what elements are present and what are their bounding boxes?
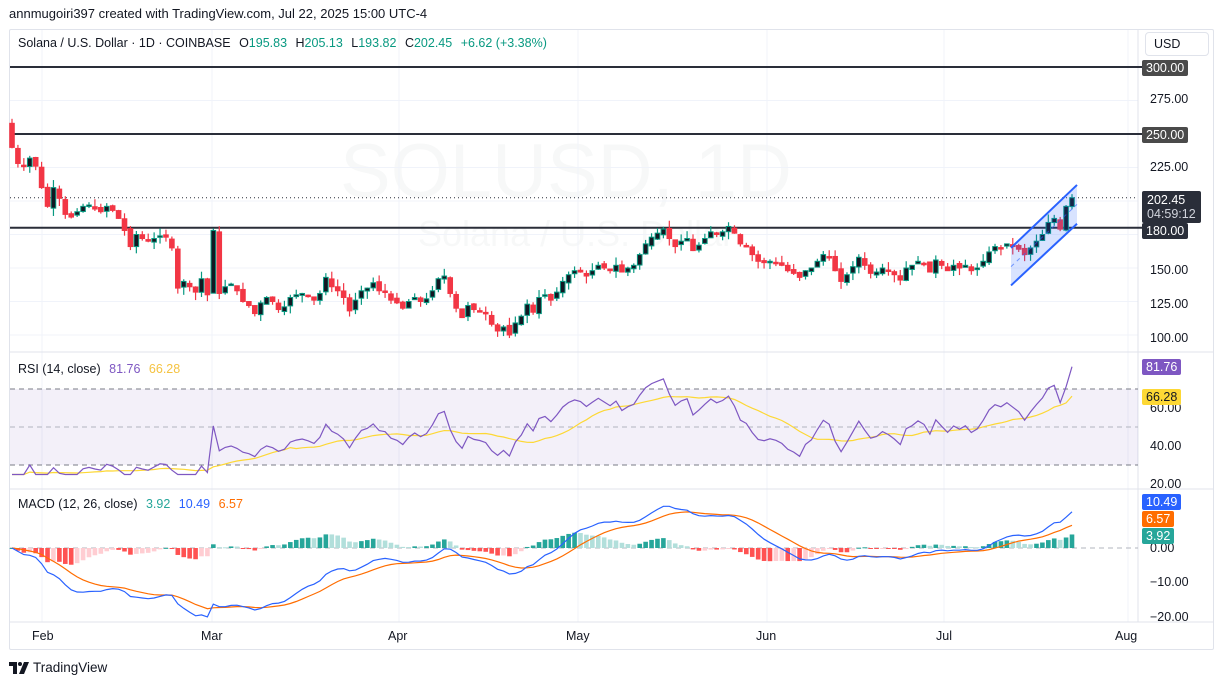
price-tick: 125.00: [1150, 297, 1189, 311]
open-label: O: [239, 36, 249, 50]
rsi-tick: 20.00: [1150, 477, 1182, 491]
macd-tick: −20.00: [1150, 610, 1189, 624]
time-tick-jul: Jul: [936, 629, 952, 643]
price-tick: 150.00: [1150, 263, 1189, 277]
rsi-value-tag: 81.76: [1142, 359, 1182, 375]
macd-title: MACD (12, 26, close): [18, 497, 138, 511]
open-value: 195.83: [248, 36, 288, 50]
high-label: H: [295, 36, 305, 50]
close-label: C: [404, 36, 414, 50]
symbol-legend: Solana / U.S. Dollar · 1D · COINBASE O19…: [18, 36, 547, 50]
close-value: 202.45: [413, 36, 453, 50]
price-tick: 275.00: [1150, 92, 1189, 106]
rsi-legend: RSI (14, close) 81.76 66.28: [18, 362, 185, 376]
chart-attribution: annmugoiri397 created with TradingView.c…: [9, 6, 428, 21]
time-tick-jun: Jun: [756, 629, 777, 643]
macd-line-tag: 10.49: [1142, 494, 1182, 510]
tradingview-logo-icon: [9, 661, 29, 674]
rsi-value: 81.76: [109, 362, 141, 376]
rsi-title: RSI (14, close): [18, 362, 101, 376]
low-value: 193.82: [358, 36, 397, 50]
time-tick-apr: Apr: [388, 629, 408, 643]
time-tick-aug: Aug: [1115, 629, 1138, 643]
macd-signal-value: 6.57: [218, 497, 243, 511]
macd-histogram-value: 3.92: [145, 497, 171, 511]
time-tick-mar: Mar: [201, 629, 223, 643]
last-price-value: 202.45: [1147, 193, 1186, 207]
macd-signal-tag: 6.57: [1142, 511, 1175, 527]
macd-tick: 0.00: [1150, 541, 1175, 555]
last-price-tag: 202.45 04:59:12: [1142, 191, 1201, 223]
rsi-tick: 40.00: [1150, 439, 1182, 453]
rsi-ma-value: 66.28: [148, 362, 181, 376]
macd-legend: MACD (12, 26, close) 3.92 10.49 6.57: [18, 497, 248, 511]
tradingview-brand: TradingView: [33, 660, 108, 675]
price-tick: 225.00: [1150, 160, 1189, 174]
tradingview-logo[interactable]: TradingView: [9, 660, 107, 675]
change-value: +6.62 (+3.38%): [460, 36, 547, 50]
macd-tick: −10.00: [1150, 575, 1189, 589]
macd-histogram-tag: 3.92: [1142, 528, 1175, 544]
symbol-title: Solana / U.S. Dollar · 1D · COINBASE: [18, 36, 231, 50]
bar-countdown: 04:59:12: [1147, 207, 1196, 221]
high-value: 205.13: [304, 36, 343, 50]
time-tick-feb: Feb: [32, 629, 54, 643]
price-tick: 100.00: [1150, 331, 1189, 345]
currency-button[interactable]: USD: [1145, 32, 1209, 56]
level-tag-250: 250.00: [1142, 127, 1189, 143]
time-tick-may: May: [566, 629, 590, 643]
rsi-ma-value-tag: 66.28: [1142, 389, 1182, 405]
chart-frame: [9, 29, 1214, 650]
level-tag-300: 300.00: [1142, 60, 1189, 76]
macd-line-value: 10.49: [178, 497, 211, 511]
level-tag-180: 180.00: [1142, 223, 1189, 239]
low-label: L: [351, 36, 359, 50]
